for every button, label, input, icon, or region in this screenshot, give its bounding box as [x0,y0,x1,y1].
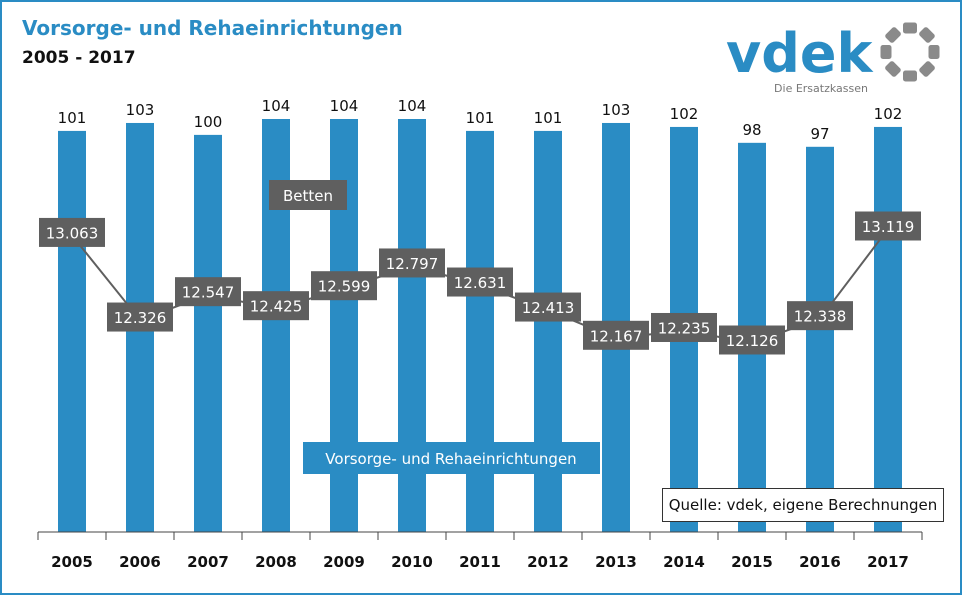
bar-value-label: 102 [874,105,903,123]
logo-ring-icon [880,22,940,82]
bar-value-label: 100 [194,113,223,131]
bar-2016 [806,146,834,532]
logo-ring-segment [928,45,940,59]
betten-value-label: 12.326 [114,309,167,327]
betten-value-label: 12.235 [658,319,711,337]
betten-label-box [583,320,649,350]
betten-value-label: 12.547 [182,284,235,302]
betten-value-label: 12.797 [386,255,439,273]
vdek-tagline: Die Ersatzkassen [774,82,868,95]
logo-ring-segment [880,45,892,59]
betten-label-box [175,277,241,307]
x-tick-label: 2017 [867,553,909,571]
logo-ring-segment [885,27,901,43]
x-axis-labels: 2005 2006 2007 2008 2009 2010 2011 2012 2013 2014… [51,553,909,571]
betten-value-label: 12.126 [726,332,779,350]
betten-label-box [515,292,581,322]
vdek-logo: vdek Die Ersatzkassen [726,22,940,95]
x-tick-label: 2005 [51,553,93,571]
x-tick-label: 2011 [459,553,501,571]
logo-ring-segment [919,27,935,43]
chart-title: Vorsorge- und Rehaeinrichtungen [22,16,403,40]
x-axis-ticks [37,532,923,540]
bar-value-label: 104 [398,97,427,115]
betten-label-box [107,302,173,332]
x-tick-label: 2006 [119,553,161,571]
betten-value-label: 12.167 [590,327,643,345]
betten-value-label: 12.425 [250,298,303,316]
betten-label-box [243,291,309,321]
bar-value-label: 101 [466,109,495,127]
betten-label-box [447,267,513,297]
bar-value-label: 98 [742,121,761,139]
betten-label-box [719,325,785,355]
betten-value-label: 13.119 [862,218,915,236]
bar-value-label: 103 [602,101,631,119]
bar-value-label: 101 [58,109,87,127]
logo-ring-segment [903,22,917,34]
x-tick-label: 2015 [731,553,773,571]
x-tick-label: 2016 [799,553,841,571]
bar-2007 [194,134,222,532]
bar-value-label: 102 [670,105,699,123]
betten-label-box [379,248,445,278]
legend-einrichtungen-box [303,442,600,474]
bar-2005 [58,130,86,533]
logo-ring-segment [903,70,917,82]
legend-einrichtungen: Vorsorge- und Rehaeinrichtungen [303,442,600,474]
legend-einrichtungen-label: Vorsorge- und Rehaeinrichtungen [325,450,576,468]
betten-value-label: 13.063 [46,224,99,242]
betten-value-label: 12.413 [522,299,575,317]
source-text: Quelle: vdek, eigene Berechnungen [668,496,938,514]
bar-value-label: 104 [262,97,291,115]
legend-betten-box [269,180,347,210]
legend-betten: Betten [269,180,347,210]
source-note: Quelle: vdek, eigene Berechnungen [662,488,944,522]
x-tick-label: 2013 [595,553,637,571]
x-tick-label: 2009 [323,553,365,571]
betten-label-box [855,211,921,241]
betten-value-label: 12.599 [318,278,371,296]
betten-label-box [39,217,105,247]
logo-ring-segment [919,61,935,77]
x-tick-label: 2012 [527,553,569,571]
vdek-wordmark: vdek [726,22,873,85]
betten-label-box [787,301,853,331]
betten-value-label: 12.631 [454,274,507,292]
chart-subtitle: 2005 - 2017 [22,48,136,68]
bar-value-label: 104 [330,97,359,115]
bar-value-labels: 101 103 100 104 104 104 101 101 103 102 98 97 102 [58,97,903,143]
x-tick-label: 2014 [663,553,705,571]
betten-value-label: 12.338 [794,308,847,326]
legend-betten-label: Betten [283,187,333,205]
bar-value-label: 103 [126,101,155,119]
bar-2017 [874,126,902,532]
betten-label-box [311,271,377,301]
betten-label-box [651,312,717,342]
bar-value-label: 97 [810,125,829,143]
x-tick-label: 2008 [255,553,297,571]
bar-value-label: 101 [534,109,563,127]
x-tick-label: 2010 [391,553,433,571]
logo-ring-segment [885,61,901,77]
betten-value-labels: 13.063 12.326 12.547 12.425 12.599 12.797 12.6… [39,211,921,355]
x-tick-label: 2007 [187,553,229,571]
